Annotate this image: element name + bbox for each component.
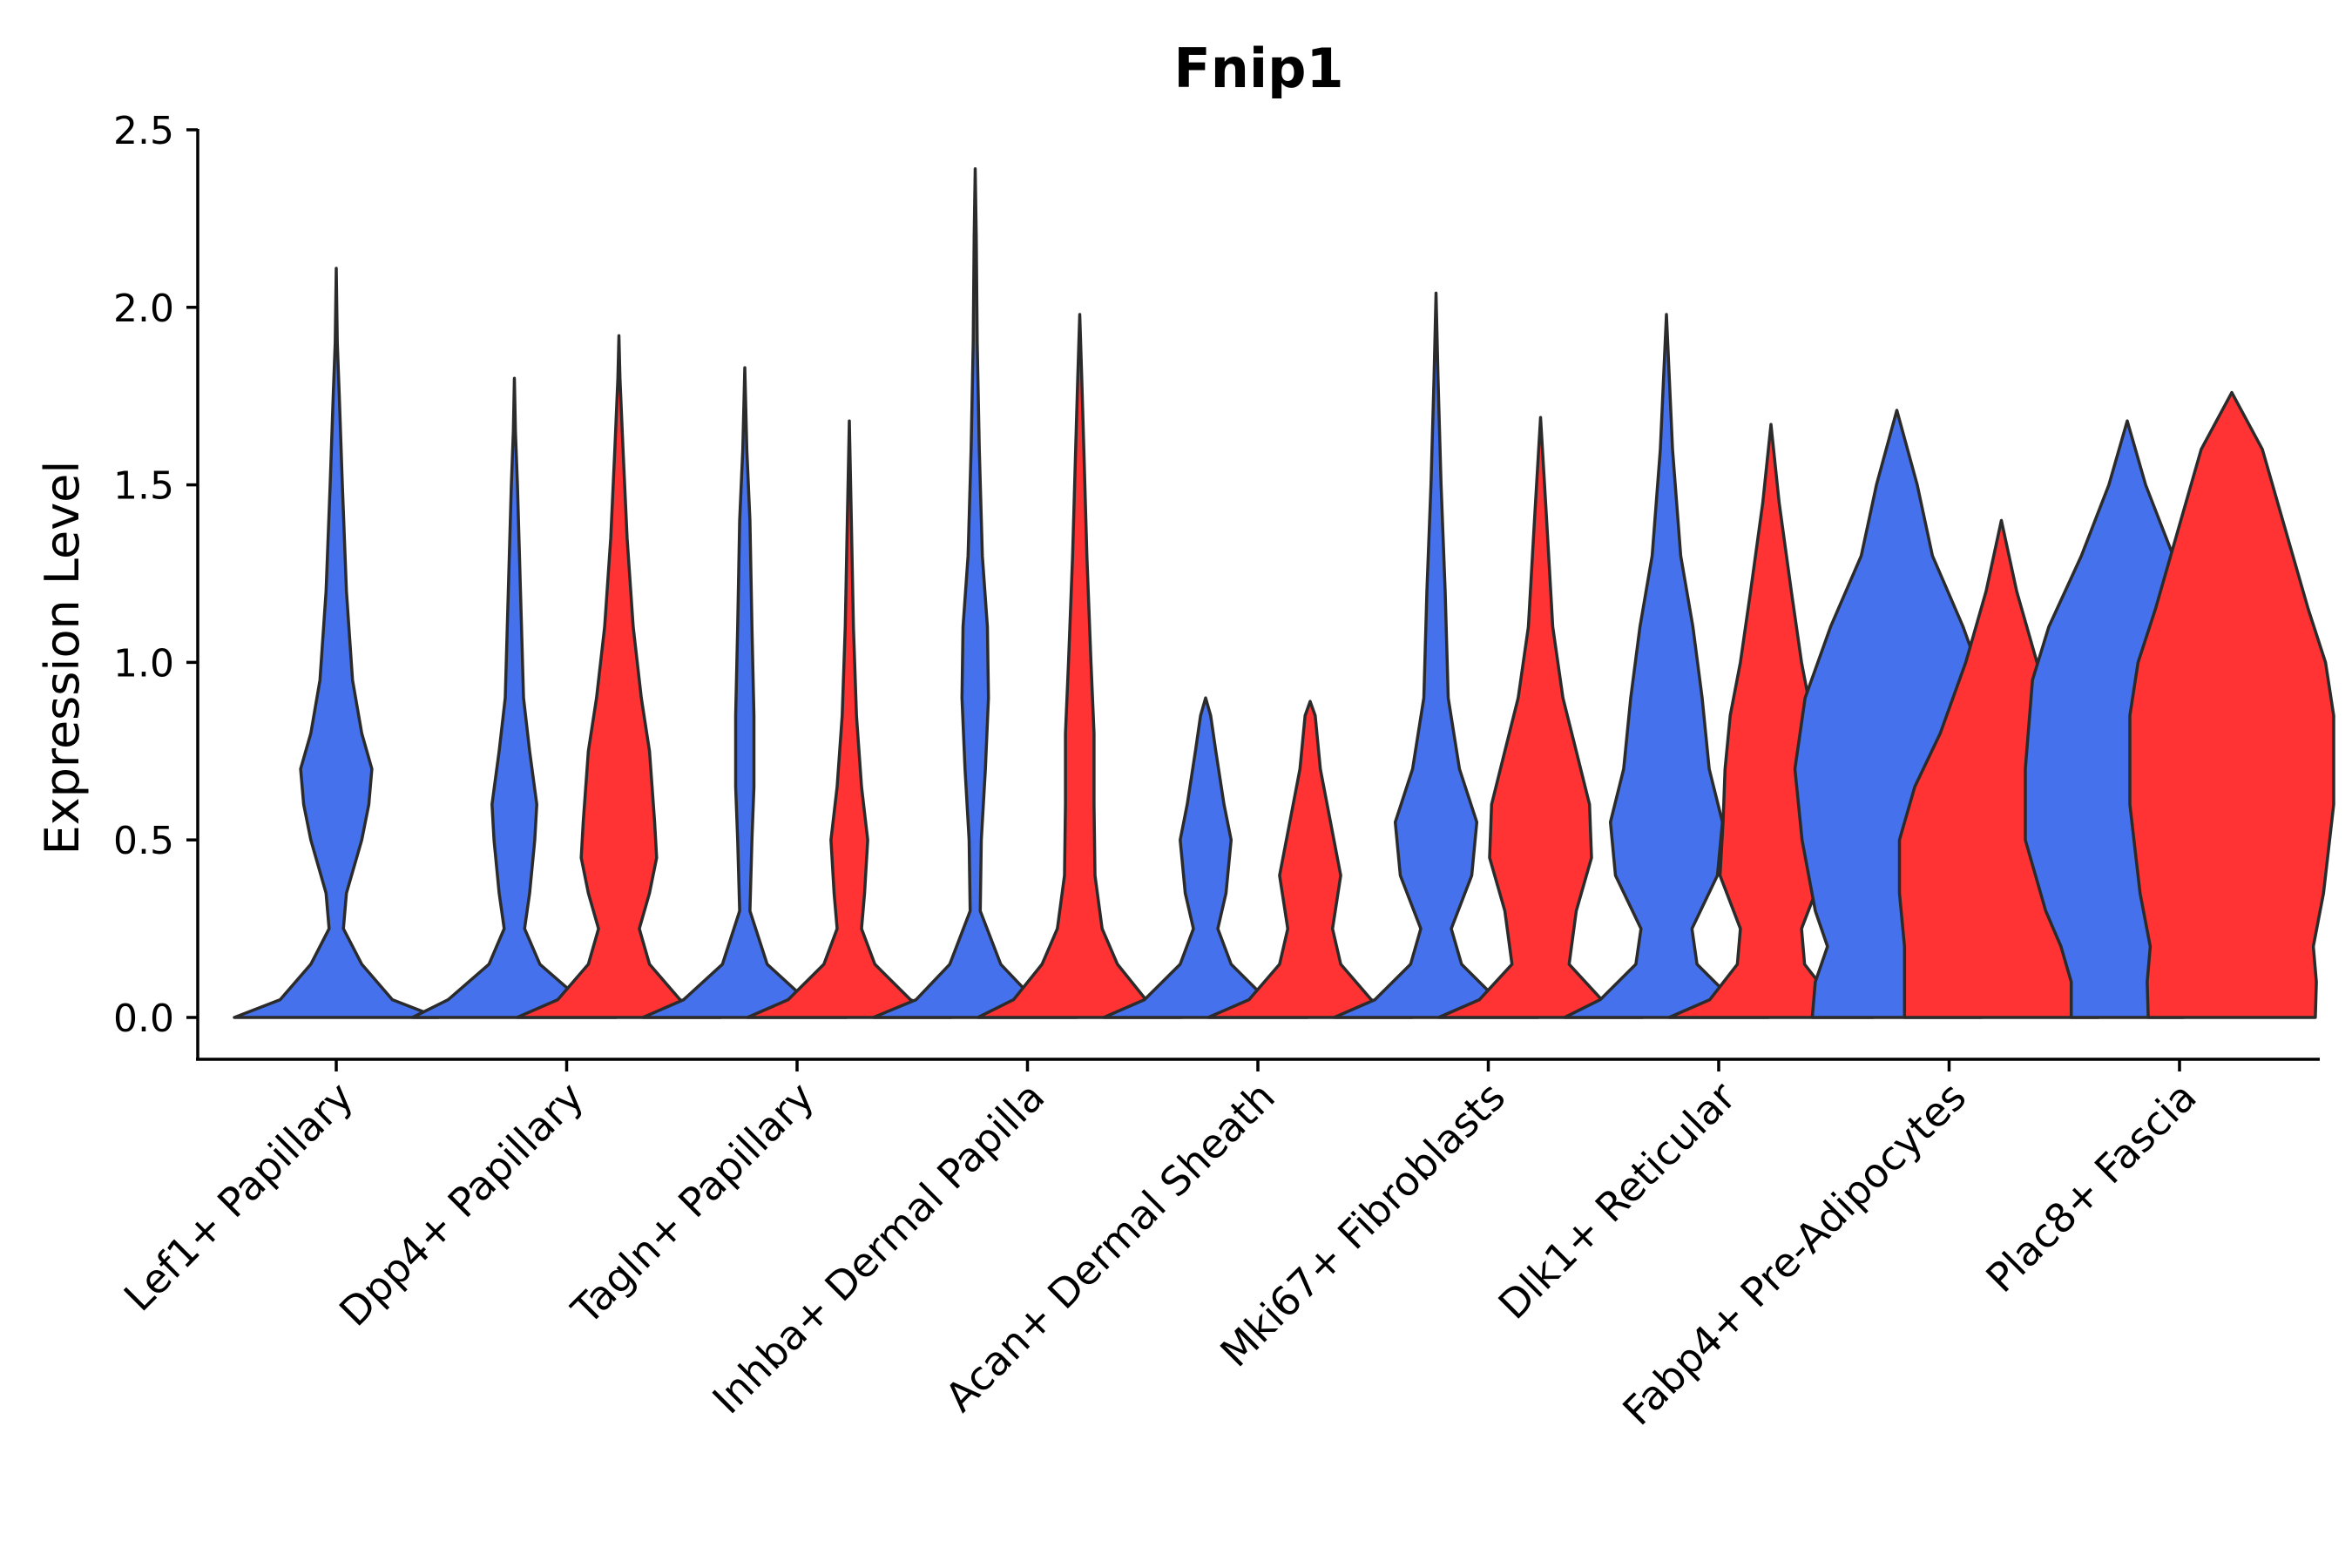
y-tick-label: 1.0 [113, 641, 174, 686]
violin-mki67-fibroblasts-group1 [1332, 291, 1540, 1019]
chart-title: Fnip1 [1173, 37, 1343, 100]
violin-tagln-papillary-group1 [641, 366, 848, 1019]
y-tick-label: 2.0 [113, 287, 174, 331]
violin-tagln-papillary-group2 [746, 419, 953, 1019]
x-tick-label: Dpp4+ Papillary [330, 1073, 592, 1335]
x-tick-label: Plac8+ Fascia [1977, 1073, 2205, 1301]
violin-acan-dermal-sheath-group1 [1102, 696, 1309, 1019]
y-tick-label: 2.5 [113, 109, 174, 153]
violin-inhba-dermal-papilla-group1 [871, 167, 1079, 1019]
x-tick-label: Lef1+ Papillary [115, 1073, 362, 1321]
violin-dpp4-papillary-group2 [515, 334, 723, 1019]
violin-acan-dermal-sheath-group2 [1206, 700, 1414, 1019]
x-tick-label: Tagln+ Papillary [562, 1073, 823, 1335]
y-axis-ticks: 0.0 0.5 1.0 1.5 2.0 2.5 [113, 109, 198, 1041]
violin-mki67-fibroblasts-group2 [1436, 416, 1645, 1019]
violin-dpp4-papillary-group1 [410, 376, 618, 1019]
violin-lef1-papillary-group1 [233, 267, 440, 1019]
violins-layer [233, 167, 2335, 1019]
y-tick-label: 1.5 [113, 464, 174, 509]
violin-inhba-dermal-papilla-group2 [976, 313, 1184, 1019]
y-tick-label: 0.0 [113, 997, 174, 1041]
y-tick-label: 0.5 [113, 819, 174, 863]
violin-dlk1-reticular-group1 [1563, 313, 1770, 1019]
x-tick-label: Dlk1+ Reticular [1490, 1073, 1745, 1328]
violin-plac8-fascia-group2 [2128, 390, 2335, 1019]
y-axis-label: Expression Level [35, 461, 90, 855]
